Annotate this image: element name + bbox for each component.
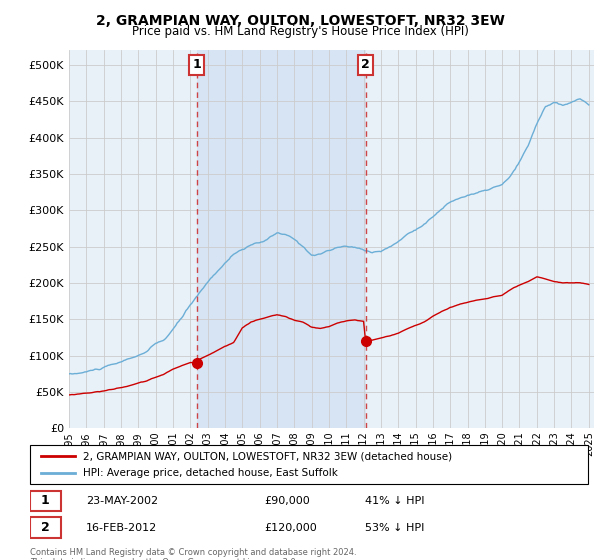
Text: 2: 2 [41,521,50,534]
Text: 41% ↓ HPI: 41% ↓ HPI [365,496,424,506]
FancyBboxPatch shape [30,491,61,511]
Text: Contains HM Land Registry data © Crown copyright and database right 2024.
This d: Contains HM Land Registry data © Crown c… [30,548,356,560]
Text: HPI: Average price, detached house, East Suffolk: HPI: Average price, detached house, East… [83,468,338,478]
Text: 1: 1 [193,58,201,72]
Text: 1: 1 [41,494,50,507]
Text: 2, GRAMPIAN WAY, OULTON, LOWESTOFT, NR32 3EW (detached house): 2, GRAMPIAN WAY, OULTON, LOWESTOFT, NR32… [83,451,452,461]
Bar [197,50,365,428]
Text: 23-MAY-2002: 23-MAY-2002 [86,496,158,506]
Text: Price paid vs. HM Land Registry's House Price Index (HPI): Price paid vs. HM Land Registry's House … [131,25,469,38]
FancyBboxPatch shape [30,445,588,484]
FancyBboxPatch shape [30,517,61,538]
Text: 2, GRAMPIAN WAY, OULTON, LOWESTOFT, NR32 3EW: 2, GRAMPIAN WAY, OULTON, LOWESTOFT, NR32… [95,14,505,28]
Text: £120,000: £120,000 [265,522,317,533]
Text: 53% ↓ HPI: 53% ↓ HPI [365,522,424,533]
Text: £90,000: £90,000 [265,496,310,506]
Text: 16-FEB-2012: 16-FEB-2012 [86,522,157,533]
Text: 2: 2 [361,58,370,72]
